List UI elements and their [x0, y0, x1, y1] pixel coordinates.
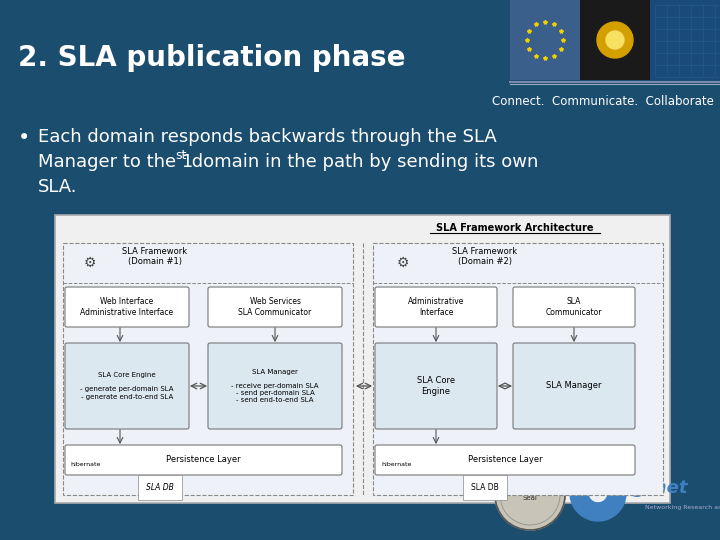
Text: domain in the path by sending its own: domain in the path by sending its own: [186, 153, 539, 171]
Text: hibernate: hibernate: [70, 462, 100, 467]
Text: SLA Framework
(Domain #2): SLA Framework (Domain #2): [452, 247, 518, 266]
Text: SLA
Communicator: SLA Communicator: [546, 298, 602, 316]
Bar: [63, 243, 353, 495]
FancyBboxPatch shape: [208, 343, 342, 429]
Circle shape: [495, 460, 565, 530]
Text: hibernate: hibernate: [381, 462, 411, 467]
Circle shape: [597, 22, 633, 58]
Text: SLA Manager: SLA Manager: [546, 381, 602, 390]
Text: Connect.  Communicate.  Collaborate: Connect. Communicate. Collaborate: [492, 95, 714, 108]
Text: SLA Core Engine

- generate per-domain SLA
- generate end-to-end SLA: SLA Core Engine - generate per-domain SL…: [80, 373, 174, 400]
Text: Web Services
SLA Communicator: Web Services SLA Communicator: [238, 298, 312, 316]
FancyBboxPatch shape: [513, 287, 635, 327]
Text: Networking Research and Education: Networking Research and Education: [645, 505, 720, 510]
Text: Each domain responds backwards through the SLA: Each domain responds backwards through t…: [38, 128, 497, 146]
FancyBboxPatch shape: [375, 343, 497, 429]
Text: SLA DB: SLA DB: [471, 483, 499, 492]
Text: SLA DB: SLA DB: [146, 483, 174, 492]
Text: Web Interface
Administrative Interface: Web Interface Administrative Interface: [81, 298, 174, 316]
Bar: [650, 0, 720, 80]
Text: SLA.: SLA.: [38, 178, 78, 196]
Text: SLA Core
Engine: SLA Core Engine: [417, 376, 455, 396]
Text: SLA Manager

- receive per-domain SLA
- send per-domain SLA
- send end-to-end SL: SLA Manager - receive per-domain SLA - s…: [231, 369, 319, 403]
Text: st: st: [175, 149, 186, 162]
FancyBboxPatch shape: [65, 445, 342, 475]
Bar: [580, 0, 650, 80]
Circle shape: [606, 31, 624, 49]
FancyBboxPatch shape: [65, 343, 189, 429]
FancyBboxPatch shape: [375, 445, 635, 475]
Bar: [510, 0, 580, 80]
FancyBboxPatch shape: [208, 287, 342, 327]
Text: Manager to the 1: Manager to the 1: [38, 153, 193, 171]
Text: Persistence Layer: Persistence Layer: [166, 456, 240, 464]
FancyBboxPatch shape: [513, 343, 635, 429]
Text: SLA Framework
(Domain #1): SLA Framework (Domain #1): [122, 247, 188, 266]
Text: Persistence Layer: Persistence Layer: [468, 456, 542, 464]
Text: Administrative
Interface: Administrative Interface: [408, 298, 464, 316]
Text: •: •: [18, 128, 30, 148]
Text: 2. SLA publication phase: 2. SLA publication phase: [18, 44, 405, 72]
Text: SLA Framework Architecture: SLA Framework Architecture: [436, 223, 594, 233]
Text: ⚙: ⚙: [84, 256, 96, 270]
Bar: [55, 215, 670, 503]
Wedge shape: [572, 465, 626, 493]
FancyBboxPatch shape: [65, 287, 189, 327]
FancyBboxPatch shape: [375, 287, 497, 327]
Text: grnet: grnet: [633, 479, 688, 497]
Text: ⚙: ⚙: [397, 256, 409, 270]
Bar: [373, 243, 663, 495]
Text: NTUA
Seal: NTUA Seal: [521, 489, 540, 502]
Wedge shape: [570, 483, 626, 521]
